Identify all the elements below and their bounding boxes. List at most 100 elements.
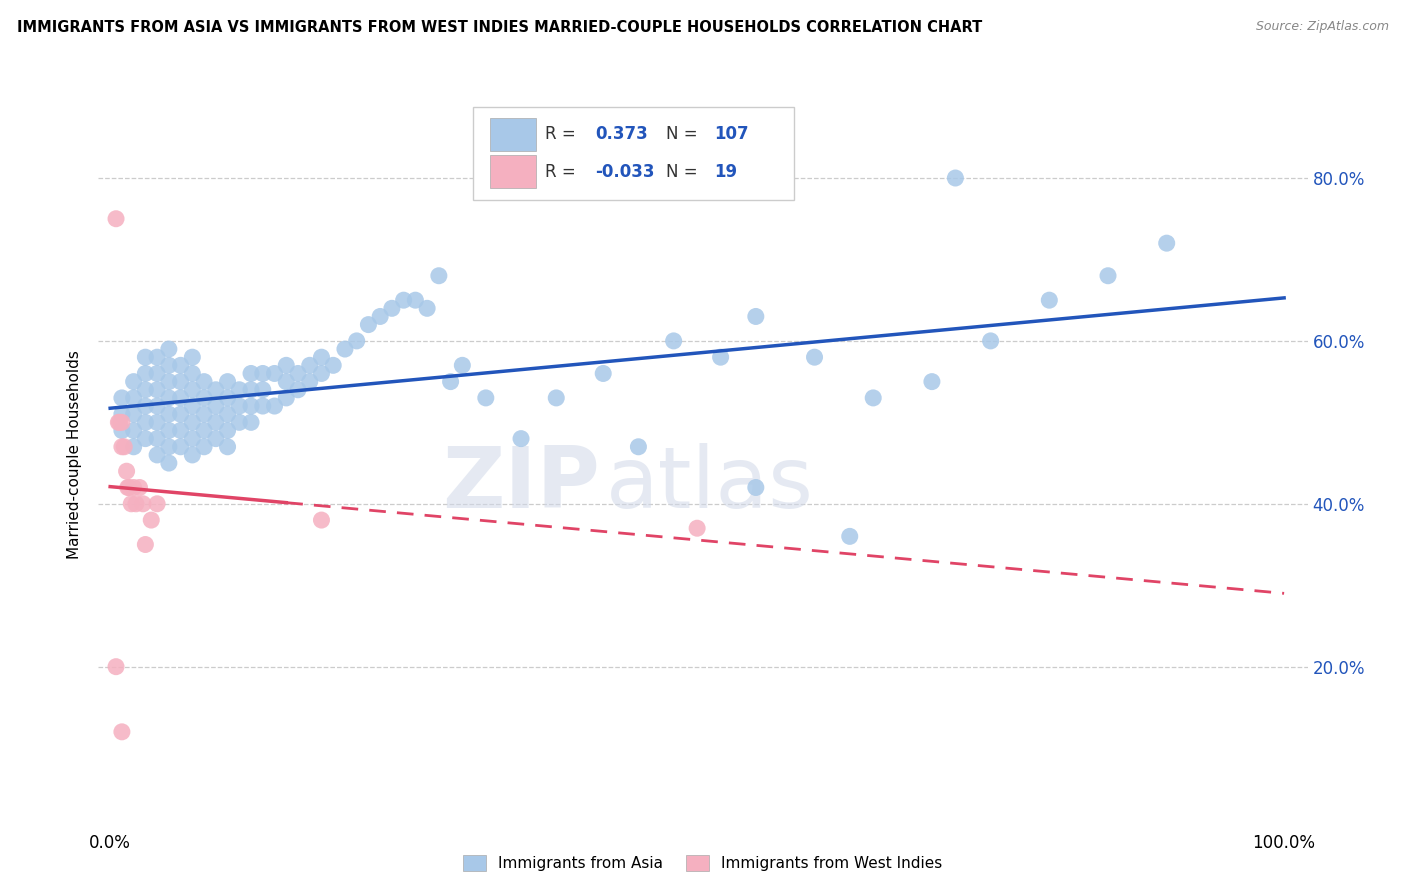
Point: [146, 350, 169, 364]
Point: [157, 424, 180, 438]
Point: [287, 383, 309, 397]
Point: [416, 301, 439, 316]
Point: [122, 424, 145, 438]
Point: [134, 399, 156, 413]
FancyBboxPatch shape: [491, 118, 536, 151]
Point: [157, 407, 180, 421]
Point: [134, 350, 156, 364]
Point: [228, 383, 250, 397]
Point: [122, 440, 145, 454]
Point: [157, 456, 180, 470]
Point: [134, 383, 156, 397]
Point: [169, 391, 191, 405]
Point: [132, 497, 155, 511]
Point: [263, 367, 285, 381]
Point: [945, 171, 967, 186]
Text: N =: N =: [665, 162, 703, 181]
Point: [217, 424, 239, 438]
Point: [111, 440, 134, 454]
Point: [146, 399, 169, 413]
Point: [169, 375, 191, 389]
Point: [134, 537, 156, 551]
Point: [134, 432, 156, 446]
Point: [128, 481, 150, 495]
Point: [745, 310, 768, 324]
Point: [276, 391, 298, 405]
Point: [921, 375, 943, 389]
Point: [122, 391, 145, 405]
Point: [125, 497, 148, 511]
Point: [346, 334, 368, 348]
Point: [134, 415, 156, 429]
Point: [592, 367, 614, 381]
Point: [204, 399, 226, 413]
Point: [662, 334, 685, 348]
Point: [157, 440, 180, 454]
Point: [181, 448, 204, 462]
Point: [322, 359, 344, 373]
Y-axis label: Married-couple Households: Married-couple Households: [67, 351, 83, 559]
Point: [228, 415, 250, 429]
Point: [263, 399, 285, 413]
Point: [311, 513, 333, 527]
Point: [111, 407, 134, 421]
Point: [193, 375, 215, 389]
Point: [627, 440, 650, 454]
Point: [240, 383, 263, 397]
Point: [1156, 236, 1178, 251]
Point: [404, 293, 426, 308]
Point: [980, 334, 1002, 348]
Point: [181, 432, 204, 446]
Point: [157, 391, 180, 405]
Point: [169, 440, 191, 454]
Point: [252, 399, 274, 413]
Point: [146, 497, 169, 511]
Point: [120, 497, 142, 511]
Point: [169, 407, 191, 421]
Point: [451, 359, 474, 373]
Point: [193, 407, 215, 421]
Point: [240, 367, 263, 381]
Point: [181, 367, 204, 381]
Point: [181, 399, 204, 413]
Text: 19: 19: [714, 162, 737, 181]
Point: [439, 375, 461, 389]
Point: [181, 383, 204, 397]
Point: [204, 415, 226, 429]
Point: [710, 350, 733, 364]
Point: [357, 318, 380, 332]
Point: [427, 268, 450, 283]
Point: [146, 448, 169, 462]
Point: [311, 350, 333, 364]
Point: [146, 383, 169, 397]
Point: [838, 529, 860, 543]
Point: [803, 350, 825, 364]
Point: [105, 211, 128, 226]
Point: [204, 383, 226, 397]
Point: [862, 391, 884, 405]
Point: [252, 383, 274, 397]
Text: IMMIGRANTS FROM ASIA VS IMMIGRANTS FROM WEST INDIES MARRIED-COUPLE HOUSEHOLDS CO: IMMIGRANTS FROM ASIA VS IMMIGRANTS FROM …: [17, 20, 983, 35]
Point: [193, 424, 215, 438]
Point: [217, 375, 239, 389]
Point: [276, 375, 298, 389]
Text: N =: N =: [665, 125, 703, 144]
Point: [298, 375, 321, 389]
Point: [141, 513, 163, 527]
Point: [157, 359, 180, 373]
Point: [1038, 293, 1060, 308]
FancyBboxPatch shape: [474, 106, 793, 200]
Point: [686, 521, 709, 535]
Point: [287, 367, 309, 381]
Point: [240, 415, 263, 429]
Point: [333, 342, 356, 356]
Point: [107, 415, 129, 429]
Point: [108, 415, 131, 429]
Point: [217, 440, 239, 454]
Point: [169, 424, 191, 438]
Text: atlas: atlas: [606, 443, 814, 526]
Point: [228, 399, 250, 413]
Point: [111, 724, 134, 739]
Legend: Immigrants from Asia, Immigrants from West Indies: Immigrants from Asia, Immigrants from We…: [457, 849, 949, 877]
Point: [181, 350, 204, 364]
